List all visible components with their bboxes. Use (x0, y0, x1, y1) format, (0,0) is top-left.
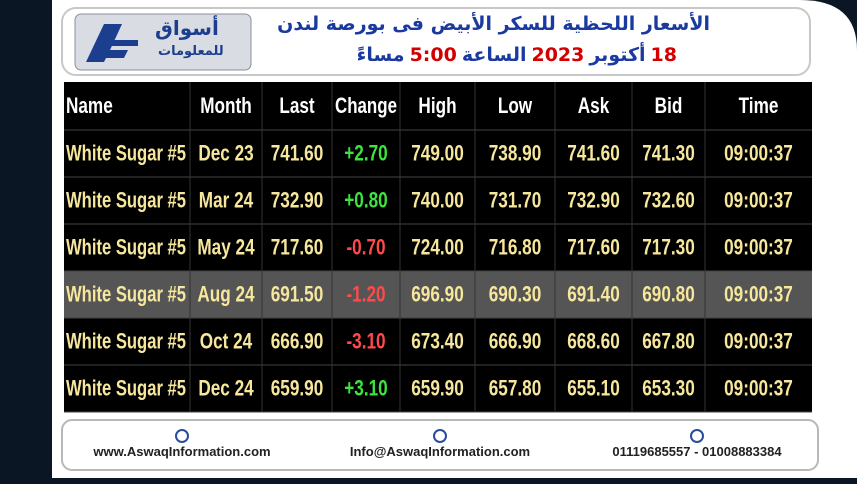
cell: 740.00 (411, 187, 463, 212)
website: www.AswaqInformation.com (92, 444, 270, 459)
cell: 717.30 (642, 234, 694, 259)
cell: 749.00 (411, 140, 463, 165)
cell: 741.60 (271, 140, 323, 165)
cell: -3.10 (346, 328, 385, 353)
cell: 717.60 (567, 234, 619, 259)
cell: 691.40 (567, 281, 619, 306)
column-header: Month (200, 93, 251, 118)
cell: Mar 24 (199, 187, 254, 212)
cell: 666.90 (489, 328, 541, 353)
logo-name: أسواق (155, 16, 219, 40)
cell: 653.30 (642, 375, 694, 400)
phone-icon (690, 429, 704, 443)
cell: 732.90 (567, 187, 619, 212)
subtitle: 18أكتوبر2023الساعة5:00مساءً (352, 44, 677, 66)
column-header: Time (739, 93, 779, 118)
cell: 696.90 (411, 281, 463, 306)
column-header: Low (498, 93, 533, 118)
mail-icon (433, 429, 447, 443)
cell: 732.60 (642, 187, 694, 212)
cell: White Sugar #5 (66, 187, 186, 212)
cell: Dec 24 (198, 375, 254, 400)
table-bg (64, 82, 812, 412)
cell: +3.10 (344, 375, 387, 400)
title: الأسعار اللحظية للسكر الأبيض فى بورصة لن… (277, 13, 710, 35)
cell: 738.90 (489, 140, 541, 165)
cell: -0.70 (346, 234, 385, 259)
subtitle-part: الساعة (461, 44, 527, 66)
subtitle-part: 2023 (531, 44, 585, 66)
subtitle-part: 5:00 (409, 44, 457, 66)
cell: -1.20 (346, 281, 385, 306)
subtitle-part: 18 (650, 44, 677, 66)
cell: May 24 (197, 234, 255, 259)
cell: Dec 23 (198, 140, 253, 165)
logo-icon-bar (108, 40, 138, 46)
cell: 09:00:37 (724, 375, 793, 400)
column-header: Name (66, 93, 113, 118)
cell: White Sugar #5 (66, 140, 186, 165)
cell: 666.90 (271, 328, 323, 353)
column-header: High (418, 93, 456, 118)
cell: 09:00:37 (724, 234, 793, 259)
cell: 741.60 (567, 140, 619, 165)
cell: 691.50 (271, 281, 323, 306)
cell: 690.30 (489, 281, 541, 306)
phones: 01119685557 - 01008883384 (612, 444, 782, 459)
subtitle-part: أكتوبر (589, 44, 646, 66)
column-header: Bid (655, 93, 683, 118)
cell: 09:00:37 (724, 140, 793, 165)
cell: +0.80 (344, 187, 387, 212)
cell: 655.10 (567, 375, 619, 400)
cell: Aug 24 (197, 281, 255, 306)
logo-icon (86, 24, 128, 62)
cell: 741.30 (642, 140, 694, 165)
column-header: Last (279, 93, 315, 118)
cell: 659.90 (411, 375, 463, 400)
cell: 09:00:37 (724, 328, 793, 353)
cell: 690.80 (642, 281, 694, 306)
cell: White Sugar #5 (66, 375, 186, 400)
cell: White Sugar #5 (66, 281, 186, 306)
cell: 657.80 (489, 375, 541, 400)
cell: 724.00 (411, 234, 463, 259)
footer-box (61, 419, 819, 471)
highlight-row (64, 271, 812, 318)
cell: 673.40 (411, 328, 463, 353)
cell: 09:00:37 (724, 187, 793, 212)
cell: 659.90 (271, 375, 323, 400)
cell: Oct 24 (200, 328, 253, 353)
cell: 717.60 (271, 234, 323, 259)
cell: 09:00:37 (724, 281, 793, 306)
logo-subtitle: للمعلومات (158, 44, 224, 59)
column-header: Change (335, 93, 397, 118)
cell: 667.80 (642, 328, 694, 353)
cell: 716.80 (489, 234, 541, 259)
cell: 731.70 (489, 187, 541, 212)
cell: White Sugar #5 (66, 328, 186, 353)
cell: 668.60 (567, 328, 619, 353)
cell: +2.70 (344, 140, 387, 165)
column-header: Ask (578, 93, 610, 118)
web-icon (175, 429, 189, 443)
cell: 732.90 (271, 187, 323, 212)
email: Info@AswaqInformation.com (350, 444, 530, 459)
subtitle-part: مساءً (356, 44, 405, 66)
cell: White Sugar #5 (66, 234, 186, 259)
